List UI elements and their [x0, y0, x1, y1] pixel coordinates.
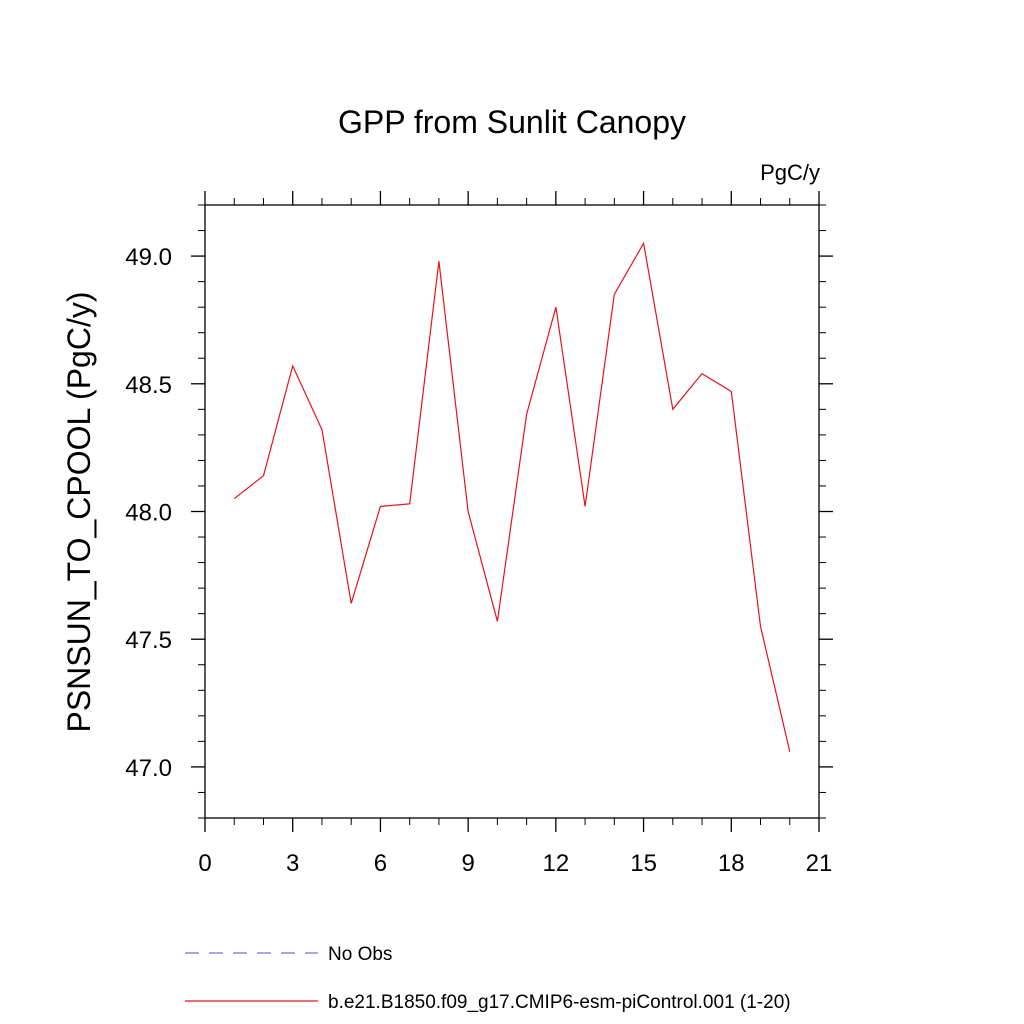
x-tick-label: 21 [806, 850, 833, 877]
chart-title: GPP from Sunlit Canopy [338, 104, 686, 140]
axis-tick-labels: 0 3 6 9 12 15 18 21 47.0 47.5 48.0 48.5 49.0 [125, 244, 832, 877]
y-tick-label: 48.5 [125, 372, 172, 399]
axis-ticks [191, 191, 833, 832]
legend: No Obs b.e21.B1850.f09_g17.CMIP6-esm-piCo… [185, 944, 791, 1013]
plot-series [233, 241, 791, 752]
x-tick-label: 15 [630, 850, 657, 877]
y-tick-label: 48.0 [125, 500, 172, 527]
x-tick-label: 6 [374, 850, 387, 877]
y-tick-label: 47.5 [125, 627, 172, 654]
legend-entry-1: b.e21.B1850.f09_g17.CMIP6-esm-piControl.… [328, 992, 791, 1013]
y-tick-label: 49.0 [125, 244, 172, 271]
units-label: PgC/y [760, 160, 820, 185]
x-tick-label: 18 [718, 850, 745, 877]
plot-frame [204, 204, 820, 819]
legend-entry-0: No Obs [328, 944, 392, 965]
y-axis-label: PSNSUN_TO_CPOOL (PgC/y) [61, 292, 97, 733]
y-tick-label: 47.0 [125, 755, 172, 782]
x-tick-label: 12 [543, 850, 570, 877]
x-tick-label: 3 [286, 850, 299, 877]
x-tick-label: 9 [461, 850, 474, 877]
series-line-1 [233, 241, 791, 752]
x-tick-label: 0 [198, 850, 211, 877]
